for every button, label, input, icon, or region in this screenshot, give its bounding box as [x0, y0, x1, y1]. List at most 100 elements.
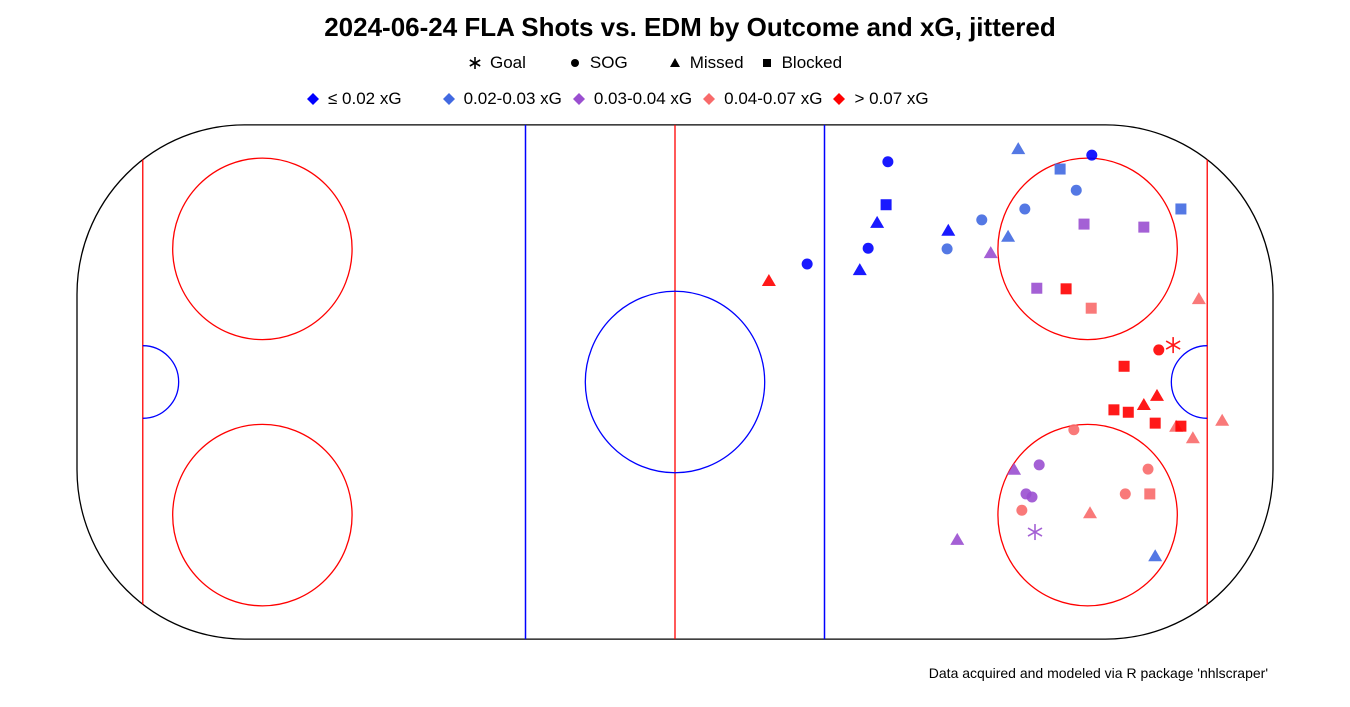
shot-sog — [1019, 203, 1031, 215]
center-circle — [584, 290, 766, 474]
shot-sog — [1086, 149, 1098, 161]
shot-goal — [1027, 524, 1043, 541]
missed-marker — [950, 532, 965, 545]
sog-marker — [941, 243, 953, 255]
blocked-marker — [1054, 163, 1066, 175]
shot-blocked — [1054, 163, 1066, 175]
sog-marker — [1068, 424, 1080, 436]
shot-blocked — [1118, 360, 1130, 372]
legend-label: 0.02-0.03 xG — [463, 89, 562, 108]
diamond-icon — [833, 93, 846, 105]
sog-marker — [1026, 491, 1038, 503]
legend-label: 0.03-0.04 xG — [593, 89, 693, 108]
missed-marker — [1136, 397, 1151, 410]
diamond-icon — [442, 93, 455, 105]
legend-item-missed: Missed — [668, 53, 744, 73]
blocked-marker — [1085, 302, 1097, 314]
missed-marker — [870, 215, 885, 228]
shot-missed — [1083, 506, 1098, 519]
missed-marker — [1001, 229, 1016, 242]
missed-marker — [941, 223, 956, 236]
shot-sog — [882, 156, 894, 168]
legend-item-xg-3: 0.04-0.07 xG — [702, 89, 822, 109]
shot-blocked — [1060, 283, 1072, 295]
shot-sog — [862, 242, 874, 254]
shot-sog — [976, 214, 988, 226]
sog-marker — [1016, 504, 1028, 516]
shot-sog — [1119, 488, 1131, 500]
goal-marker-stroke — [1165, 340, 1181, 350]
missed-marker — [761, 273, 776, 286]
shot-missed — [1149, 388, 1164, 401]
shot-blocked — [1078, 218, 1090, 230]
shot-missed — [1011, 142, 1026, 155]
shot-blocked — [1149, 417, 1161, 429]
legend-label: SOG — [589, 53, 628, 72]
faceoff-circle — [997, 423, 1178, 607]
missed-marker — [1007, 462, 1022, 475]
shot-markers — [761, 142, 1230, 562]
circle-icon — [570, 59, 579, 67]
shot-sog — [1016, 504, 1028, 516]
missed-marker — [1185, 431, 1200, 444]
shot-blocked — [1085, 302, 1097, 314]
legend-item-xg-2: 0.03-0.04 xG — [572, 89, 692, 109]
legend-item-goal: Goal — [468, 53, 526, 73]
blocked-marker — [1175, 203, 1187, 215]
blocked-marker — [880, 199, 892, 211]
outcome-legend: Goal SOG Missed Blocked — [468, 53, 864, 73]
sog-marker — [1086, 149, 1098, 161]
shot-blocked — [1175, 203, 1187, 215]
chart-caption: Data acquired and modeled via R package … — [928, 665, 1268, 681]
goal-marker-stroke — [1027, 527, 1043, 537]
blocked-marker — [1138, 221, 1150, 233]
sog-marker — [1142, 463, 1154, 475]
sog-marker — [801, 258, 813, 270]
missed-marker — [1149, 388, 1164, 401]
sog-marker — [862, 242, 874, 254]
sog-marker — [1153, 344, 1165, 356]
goal-crease — [1170, 345, 1208, 419]
goal-crease — [142, 345, 180, 419]
shot-blocked — [1138, 221, 1150, 233]
shot-missed — [941, 223, 956, 236]
diamond-icon — [307, 93, 319, 105]
faceoff-circle — [172, 157, 353, 341]
faceoff-circle — [172, 423, 353, 607]
shot-sog — [1033, 459, 1045, 471]
shot-missed — [852, 263, 867, 276]
missed-marker — [852, 263, 867, 276]
shot-blocked — [1031, 282, 1043, 294]
sog-marker — [882, 156, 894, 168]
blocked-marker — [1144, 488, 1156, 500]
shot-missed — [950, 532, 965, 545]
legend-item-blocked: Blocked — [760, 53, 842, 73]
legend-label: > 0.07 xG — [854, 89, 929, 108]
legend-label: Goal — [490, 53, 526, 72]
shot-sog — [1026, 491, 1038, 503]
missed-marker — [983, 246, 998, 259]
shot-blocked — [1175, 420, 1187, 432]
blocked-marker — [1118, 360, 1130, 372]
legend-item-xg-1: 0.02-0.03 xG — [442, 89, 562, 109]
legend-item-xg-0: ≤ 0.02 xG — [306, 89, 402, 109]
shot-blocked — [880, 199, 892, 211]
legend-label: ≤ 0.02 xG — [328, 89, 402, 108]
sog-marker — [976, 214, 988, 226]
shot-missed — [1136, 397, 1151, 410]
legend-label: 0.04-0.07 xG — [724, 89, 823, 108]
blocked-marker — [1108, 404, 1120, 416]
legend-item-sog: SOG — [568, 53, 628, 73]
shot-blocked — [1122, 406, 1134, 418]
missed-marker — [1191, 292, 1206, 305]
blocked-marker — [1175, 420, 1187, 432]
triangle-icon — [669, 58, 680, 67]
shot-sog — [1068, 424, 1080, 436]
shot-sog — [1142, 463, 1154, 475]
square-icon — [762, 59, 771, 67]
legend-label: Blocked — [781, 53, 843, 72]
shot-missed — [761, 273, 776, 286]
shot-goal — [1165, 337, 1181, 354]
shot-missed — [1007, 462, 1022, 475]
